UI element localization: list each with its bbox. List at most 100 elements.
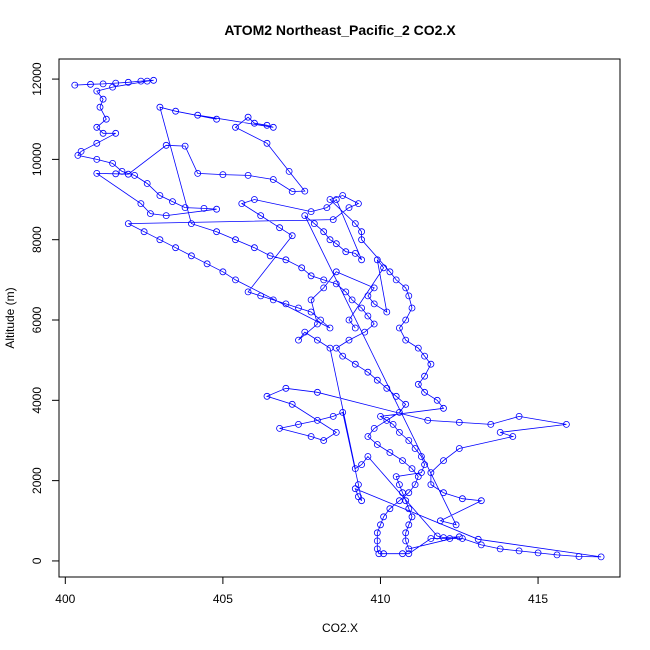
data-point — [563, 420, 570, 428]
data-marks — [71, 76, 605, 561]
data-point — [187, 252, 195, 260]
data-point — [172, 107, 180, 115]
data-point — [496, 428, 504, 436]
data-point — [219, 171, 227, 179]
data-point — [313, 336, 321, 344]
data-point — [402, 336, 410, 344]
data-point — [295, 420, 302, 428]
data-point — [339, 408, 347, 416]
data-point — [402, 316, 410, 324]
data-point — [411, 481, 419, 489]
data-point — [392, 276, 400, 284]
data-point — [232, 236, 239, 244]
data-point — [332, 268, 340, 276]
data-point — [455, 445, 463, 452]
data-point — [427, 481, 435, 489]
data-point — [93, 169, 101, 177]
data-point — [351, 360, 359, 368]
data-point — [99, 129, 107, 137]
data-point — [213, 205, 221, 213]
data-point — [137, 200, 145, 208]
data-point — [99, 95, 107, 103]
data-point — [399, 457, 406, 465]
data-point — [307, 433, 315, 440]
y-tick-label: 12000 — [30, 62, 44, 96]
data-point — [93, 139, 101, 147]
data-point — [458, 495, 466, 503]
data-point — [405, 505, 413, 513]
data-point — [405, 550, 413, 558]
data-point — [414, 344, 422, 352]
data-point — [358, 461, 366, 469]
data-point — [487, 420, 495, 428]
data-point — [395, 428, 403, 436]
data-point — [370, 284, 378, 292]
data-point — [402, 497, 410, 505]
data-point — [112, 170, 120, 178]
data-point — [414, 380, 422, 388]
data-point — [301, 328, 309, 336]
data-point — [172, 244, 180, 252]
data-point — [232, 123, 239, 131]
data-point — [219, 268, 227, 276]
data-point — [395, 324, 403, 332]
data-point — [402, 529, 410, 537]
data-point — [386, 449, 394, 456]
data-point — [156, 103, 164, 111]
data-point — [342, 248, 350, 256]
data-point — [194, 111, 202, 119]
data-point — [477, 541, 485, 549]
data-point — [307, 272, 315, 280]
data-point — [395, 408, 403, 416]
data-point — [402, 400, 410, 408]
data-point — [477, 497, 485, 505]
data-point — [417, 469, 425, 477]
data-point — [375, 550, 383, 558]
data-point — [405, 437, 413, 444]
data-point — [238, 200, 246, 208]
data-point — [250, 119, 258, 127]
data-point — [250, 244, 258, 252]
data-point — [257, 212, 265, 220]
data-point — [150, 76, 158, 84]
data-point — [358, 228, 366, 236]
data-point — [358, 256, 366, 264]
data-point — [421, 461, 429, 469]
data-point — [143, 180, 151, 187]
data-point — [386, 505, 394, 513]
data-point — [71, 81, 79, 89]
data-point — [377, 412, 384, 420]
data-point — [474, 535, 482, 543]
data-point — [354, 200, 362, 208]
y-tick-label: 4000 — [30, 387, 44, 414]
data-point — [263, 121, 271, 129]
data-point — [187, 220, 195, 228]
data-point — [436, 517, 444, 525]
data-point — [162, 212, 170, 220]
data-point — [339, 192, 347, 199]
data-point — [232, 276, 239, 284]
data-point — [515, 412, 523, 420]
data-point — [307, 208, 315, 216]
data-point — [534, 549, 542, 557]
data-point — [131, 171, 139, 179]
data-point — [93, 87, 101, 95]
data-point — [213, 115, 221, 123]
data-point — [440, 489, 447, 497]
data-point — [124, 170, 132, 178]
data-point — [156, 192, 164, 199]
data-point — [373, 537, 381, 545]
data-point — [140, 228, 148, 236]
data-point — [380, 264, 388, 272]
data-point — [213, 228, 221, 236]
data-point — [266, 252, 274, 260]
data-point — [364, 312, 372, 320]
data-point — [332, 280, 340, 288]
data-point — [288, 232, 296, 240]
y-axis-label: Altitude (m) — [3, 287, 17, 348]
data-point — [93, 123, 101, 131]
data-point — [402, 537, 410, 545]
data-point — [383, 384, 391, 392]
data-point — [408, 304, 416, 312]
data-point — [244, 171, 252, 179]
